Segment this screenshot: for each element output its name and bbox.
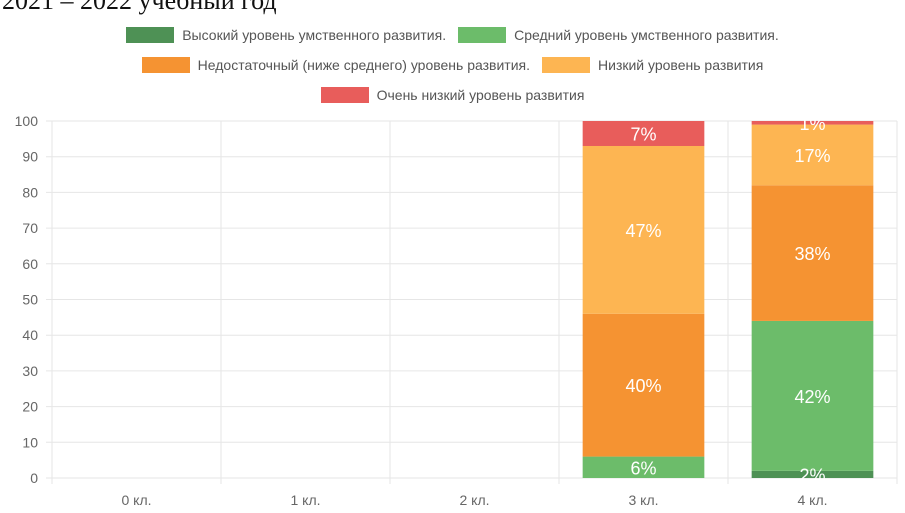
legend-swatch-very-low xyxy=(320,87,369,103)
legend-row-1: Высокий уровень умственного развития. Ср… xyxy=(0,20,905,50)
x-tick-label-0: 0 кл. xyxy=(121,492,151,508)
legend-label-below-average: Недостаточный (ниже среднего) уровень ра… xyxy=(197,57,531,73)
y-tick-label-60: 60 xyxy=(22,256,38,272)
data-label-5: 42% xyxy=(794,387,830,407)
legend-row-2: Недостаточный (ниже среднего) уровень ра… xyxy=(0,50,905,80)
data-label-1: 40% xyxy=(625,376,661,396)
page-heading: 2021 – 2022 учебный год xyxy=(2,0,277,15)
legend-item-medium[interactable]: Средний уровень умственного развития. xyxy=(458,27,779,43)
data-label-3: 7% xyxy=(630,124,656,144)
y-tick-label-30: 30 xyxy=(22,363,38,379)
data-label-8: 1% xyxy=(799,114,825,134)
legend-swatch-medium xyxy=(458,27,507,43)
bar-segment-4-1 xyxy=(751,320,874,471)
bar-segment-3-4 xyxy=(582,121,705,146)
bar-segment-4-4 xyxy=(751,121,874,125)
y-tick-label-0: 0 xyxy=(30,470,38,486)
legend-row-3: Очень низкий уровень развития xyxy=(0,80,905,110)
legend-item-below-average[interactable]: Недостаточный (ниже среднего) уровень ра… xyxy=(141,57,531,73)
y-tick-label-10: 10 xyxy=(22,434,38,450)
y-tick-label-70: 70 xyxy=(22,220,38,236)
legend-swatch-low xyxy=(542,57,591,73)
bar-segment-4-2 xyxy=(751,185,874,321)
y-tick-label-100: 100 xyxy=(15,113,39,129)
y-tick-label-80: 80 xyxy=(22,184,38,200)
bar-segment-4-3 xyxy=(751,124,874,186)
y-tick-label-90: 90 xyxy=(22,149,38,165)
data-label-7: 17% xyxy=(794,146,830,166)
x-tick-label-2: 2 кл. xyxy=(459,492,489,508)
legend-swatch-high xyxy=(126,27,175,43)
y-tick-label-20: 20 xyxy=(22,399,38,415)
legend-item-very-low[interactable]: Очень низкий уровень развития xyxy=(320,87,585,103)
bar-segment-4-0 xyxy=(751,470,874,478)
legend-label-high: Высокий уровень умственного развития. xyxy=(182,27,447,43)
legend-item-low[interactable]: Низкий уровень развития xyxy=(542,57,763,73)
legend-label-very-low: Очень низкий уровень развития xyxy=(376,87,585,103)
legend-label-low: Низкий уровень развития xyxy=(598,57,764,73)
data-label-6: 38% xyxy=(794,244,830,264)
y-tick-label-40: 40 xyxy=(22,327,38,343)
data-label-2: 47% xyxy=(625,221,661,241)
bar-segment-3-3 xyxy=(582,145,705,314)
chart-legend: Высокий уровень умственного развития. Ср… xyxy=(0,20,905,110)
x-tick-label-1: 1 кл. xyxy=(290,492,320,508)
legend-item-high[interactable]: Высокий уровень умственного развития. xyxy=(126,27,446,43)
bar-segment-3-1 xyxy=(582,456,705,478)
data-label-4: 2% xyxy=(799,465,825,485)
x-tick-label-4: 4 кл. xyxy=(797,492,827,508)
x-tick-label-3: 3 кл. xyxy=(628,492,658,508)
data-label-0: 6% xyxy=(630,458,656,478)
legend-swatch-below-average xyxy=(141,57,190,73)
bar-segment-3-2 xyxy=(582,313,705,457)
y-tick-label-50: 50 xyxy=(22,292,38,308)
legend-label-medium: Средний уровень умственного развития. xyxy=(514,27,779,43)
